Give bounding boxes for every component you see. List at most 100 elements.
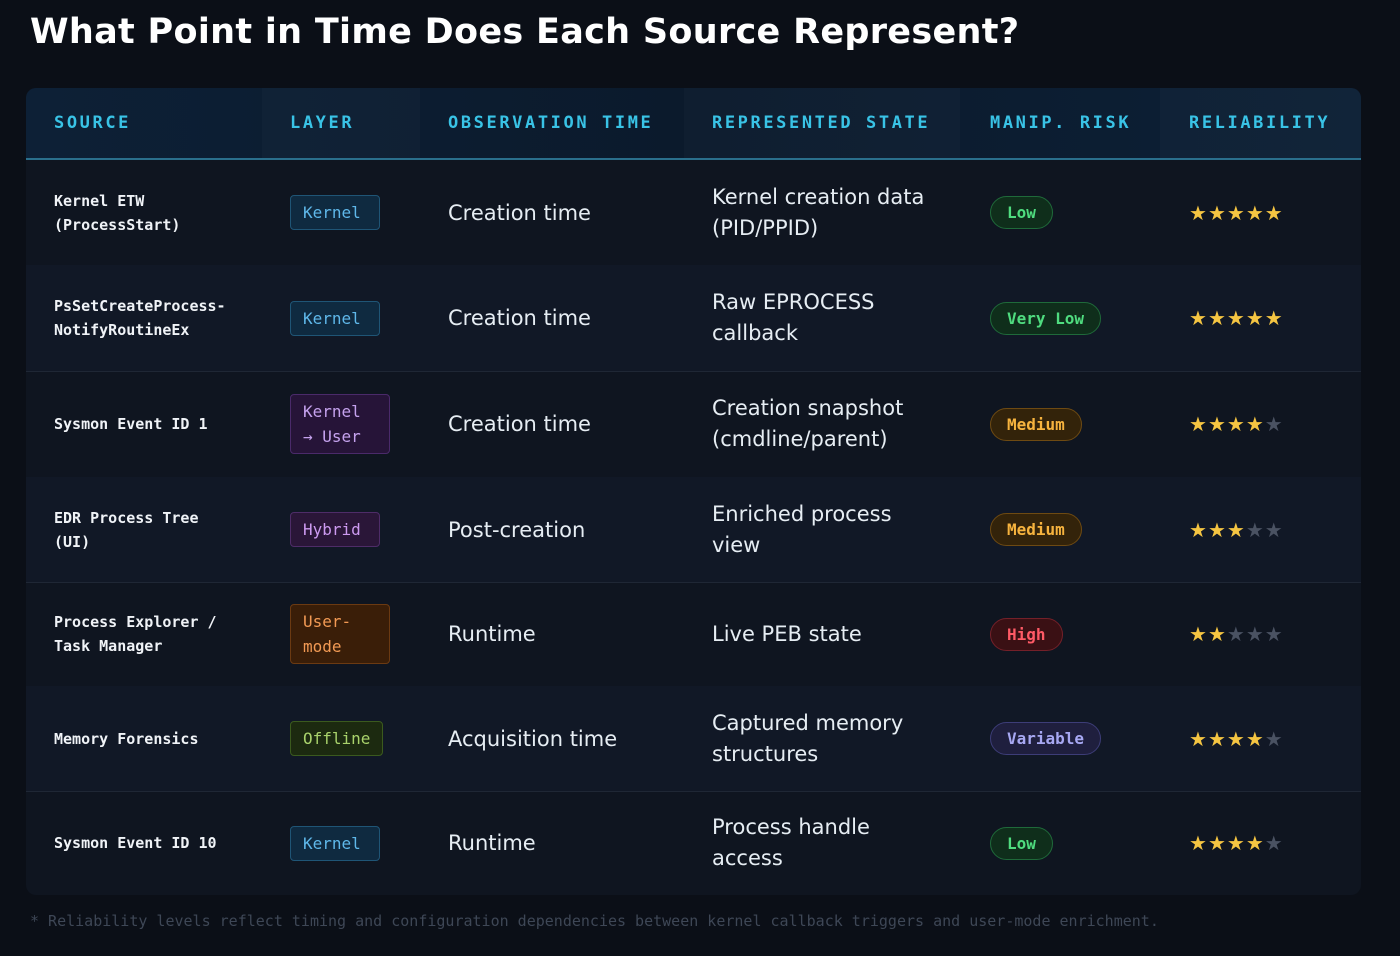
layer-badge: Kernel → User [290,394,390,454]
represented-state: Raw EPROCESS callback [712,290,875,345]
column-header-reliability: RELIABILITY [1189,113,1331,133]
risk-badge: Medium [990,513,1082,546]
table-row: Memory Forensics Offline Acquisition time C… [26,686,1361,792]
risk-badge: Low [990,826,1053,860]
star-empty-icon: ★ [1264,726,1284,751]
table-row: PsSetCreateProcess- NotifyRoutineEx Kerne… [26,265,1361,372]
reliability-rating: ★★★★★ [1189,727,1284,751]
observation-time: Runtime [448,831,536,855]
table-row: Kernel ETW (ProcessStart) Kernel Creation … [26,160,1361,266]
risk-badge-cell: Medium [990,371,1082,477]
column-header-manip-risk: MANIP. RISK [990,113,1132,133]
source-name-cell: Memory Forensics [54,686,199,791]
source-name: Memory Forensics [54,729,199,748]
star-filled-icon: ★ [1189,726,1208,751]
footnote: * Reliability levels reflect timing and … [30,912,1159,930]
observation-time-cell: Runtime [448,582,536,686]
column-header-layer: LAYER [290,113,355,133]
represented-state-cell: Kernel creation data (PID/PPID) [712,160,924,265]
star-empty-icon: ★ [1264,517,1284,542]
star-filled-icon: ★ [1207,517,1227,542]
column-header-observation-time: OBSERVATION TIME [448,113,654,133]
star-empty-icon: ★ [1245,517,1265,542]
star-filled-icon: ★ [1207,306,1227,330]
star-filled-icon: ★ [1264,306,1284,330]
source-name: Sysmon Event ID 1 [54,415,208,433]
page-title: What Point in Time Does Each Source Repr… [30,12,1020,52]
source-name-cell: PsSetCreateProcess- NotifyRoutineEx [54,265,226,371]
observation-time-cell: Post-creation [448,477,585,582]
star-empty-icon: ★ [1264,622,1284,646]
star-filled-icon: ★ [1245,412,1265,436]
layer-badge: User- mode [290,604,390,664]
star-filled-icon: ★ [1189,200,1208,225]
observation-time: Acquisition time [448,726,618,751]
star-filled-icon: ★ [1226,412,1246,436]
star-filled-icon: ★ [1226,726,1246,751]
layer-badge-cell: Offline [290,686,384,791]
observation-time: Creation time [448,200,591,225]
represented-state: Kernel creation data (PID/PPID) [712,184,925,240]
star-empty-icon: ★ [1226,622,1246,646]
star-filled-icon: ★ [1207,412,1227,436]
comparison-table: SOURCE LAYER OBSERVATION TIME REPRESENTE… [26,88,1361,895]
star-filled-icon: ★ [1189,622,1208,646]
star-filled-icon: ★ [1207,831,1227,855]
reliability-rating-cell: ★★★★★ [1189,582,1284,686]
risk-badge: High [990,617,1063,651]
represented-state-cell: Enriched process view [712,477,892,582]
source-name-cell: Sysmon Event ID 10 [54,791,217,895]
layer-badge: Kernel [290,300,380,336]
represented-state-cell: Process handle access [712,791,870,895]
star-filled-icon: ★ [1226,200,1246,225]
observation-time: Creation time [448,306,591,330]
observation-time: Runtime [448,622,536,646]
star-filled-icon: ★ [1245,831,1265,855]
star-filled-icon: ★ [1189,412,1208,436]
observation-time-cell: Acquisition time [448,686,617,791]
layer-badge: Kernel [290,825,380,861]
reliability-rating-cell: ★★★★★ [1189,371,1284,477]
layer-badge-cell: Hybrid [290,477,380,582]
table-row: Sysmon Event ID 1 Kernel → User Creation t… [26,371,1361,478]
observation-time-cell: Creation time [448,160,591,265]
star-filled-icon: ★ [1226,831,1246,855]
layer-badge-cell: Kernel [290,265,380,371]
star-filled-icon: ★ [1226,517,1246,542]
risk-badge: Very Low [990,301,1102,335]
column-header-represented-state: REPRESENTED STATE [712,113,931,133]
star-filled-icon: ★ [1245,200,1265,225]
star-empty-icon: ★ [1264,831,1284,855]
table-row: EDR Process Tree (UI) Hybrid Post-creation… [26,477,1361,583]
layer-badge: Kernel [290,195,380,230]
risk-badge-cell: Very Low [990,265,1102,371]
reliability-rating-cell: ★★★★★ [1189,686,1284,791]
risk-badge: Variable [990,722,1102,755]
layer-badge: Offline [290,721,384,756]
source-name-cell: EDR Process Tree (UI) [54,477,199,582]
reliability-rating-cell: ★★★★★ [1189,791,1284,895]
star-filled-icon: ★ [1189,306,1208,330]
risk-badge-cell: High [990,582,1063,686]
source-name: Process Explorer / Task Manager [54,613,217,655]
reliability-rating: ★★★★★ [1189,518,1284,542]
table-row: Sysmon Event ID 10 Kernel Runtime Process h… [26,791,1361,895]
observation-time: Creation time [448,412,591,436]
star-filled-icon: ★ [1245,726,1265,751]
represented-state: Live PEB state [712,621,862,646]
star-empty-icon: ★ [1245,622,1265,646]
represented-state: Creation snapshot (cmdline/parent) [712,396,904,451]
risk-badge-cell: Low [990,160,1053,265]
represented-state: Enriched process view [712,501,892,557]
source-name-cell: Process Explorer / Task Manager [54,582,217,686]
star-filled-icon: ★ [1207,622,1227,646]
source-name: PsSetCreateProcess- NotifyRoutineEx [54,297,226,339]
source-name: Kernel ETW (ProcessStart) [54,191,181,234]
represented-state-cell: Captured memory structures [712,686,903,791]
observation-time-cell: Creation time [448,265,591,371]
reliability-rating: ★★★★★ [1189,622,1284,646]
source-name: Sysmon Event ID 10 [54,834,217,852]
table-row: Process Explorer / Task Manager User- mod… [26,582,1361,687]
layer-badge-cell: Kernel → User [290,371,390,477]
table-header: SOURCE LAYER OBSERVATION TIME REPRESENTE… [26,88,1361,160]
